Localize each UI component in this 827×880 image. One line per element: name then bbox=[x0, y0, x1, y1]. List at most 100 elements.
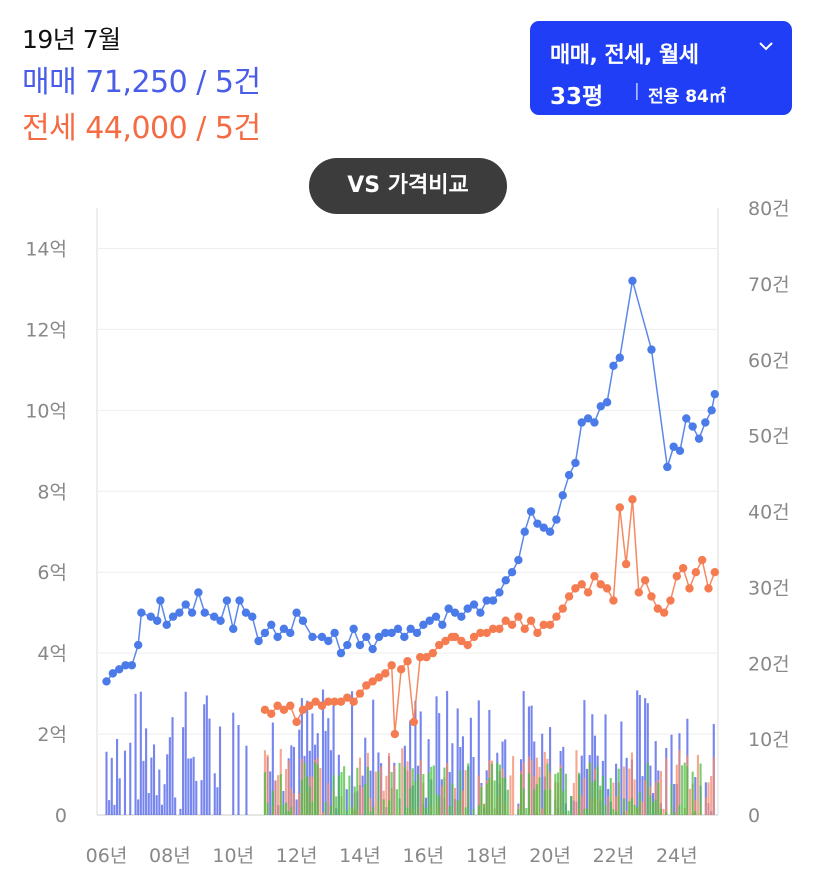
price-point bbox=[260, 628, 270, 638]
volume-bar bbox=[575, 750, 578, 815]
volume-bar bbox=[145, 728, 148, 815]
volume-bar bbox=[549, 727, 552, 815]
price-point bbox=[374, 673, 384, 682]
volume-bar bbox=[298, 793, 301, 815]
price-point bbox=[691, 568, 701, 577]
volume-bar bbox=[530, 705, 533, 815]
price-point bbox=[710, 389, 720, 399]
price-point bbox=[381, 628, 390, 638]
volume-bar bbox=[266, 802, 269, 815]
volume-bar bbox=[295, 799, 298, 815]
volume-bar bbox=[673, 783, 676, 815]
volume-bar bbox=[348, 775, 351, 815]
volume-bar bbox=[282, 804, 285, 815]
volume-bar bbox=[596, 765, 599, 815]
volume-bar bbox=[438, 795, 441, 815]
volume-bar bbox=[377, 771, 380, 815]
price-point bbox=[701, 418, 710, 427]
price-point bbox=[317, 701, 327, 710]
price-point bbox=[545, 527, 555, 536]
volume-bar bbox=[681, 765, 684, 815]
y-tick-label: 6억 bbox=[37, 562, 67, 584]
price-point bbox=[602, 398, 612, 407]
price-point bbox=[292, 717, 301, 727]
price-point bbox=[463, 604, 472, 613]
volume-bar bbox=[311, 713, 314, 815]
price-point bbox=[434, 640, 444, 650]
volume-bar bbox=[105, 751, 108, 815]
volume-bar bbox=[290, 788, 293, 815]
price-chart: 0 2억 4억 6억 8억 10억 12억 14억 0 10건 20건 30건 40건 50건 60건 70건… bbox=[25, 198, 790, 867]
volume-bar bbox=[279, 774, 282, 815]
volume-bar bbox=[578, 772, 581, 815]
volume-bar bbox=[417, 773, 420, 815]
volume-bar bbox=[477, 775, 480, 815]
volume-bar bbox=[694, 777, 697, 815]
volume-bar bbox=[585, 808, 589, 815]
price-point bbox=[571, 458, 580, 468]
price-point bbox=[286, 628, 295, 638]
volume-bar bbox=[670, 734, 673, 815]
volume-bar bbox=[448, 806, 451, 815]
price-point bbox=[583, 414, 593, 423]
volume-bar bbox=[427, 772, 430, 815]
volume-bar bbox=[366, 766, 369, 815]
volume-bar bbox=[266, 754, 269, 815]
volume-bar bbox=[411, 768, 414, 815]
price-point bbox=[311, 697, 320, 706]
volume-bar bbox=[216, 787, 219, 815]
volume-bar bbox=[187, 758, 190, 815]
volume-bar bbox=[218, 726, 222, 815]
price-point bbox=[571, 584, 580, 593]
volume-bar bbox=[271, 722, 274, 815]
price-point bbox=[121, 661, 130, 670]
volume-bar bbox=[638, 792, 641, 815]
volume-bar bbox=[430, 766, 433, 815]
volume-bar bbox=[446, 690, 449, 815]
volume-bar bbox=[615, 811, 618, 815]
volume-bar bbox=[604, 714, 607, 815]
compare-price-button[interactable]: VS 가격비교 bbox=[309, 158, 507, 214]
price-point bbox=[707, 406, 716, 415]
price-point bbox=[609, 361, 618, 371]
volume-bar bbox=[116, 738, 119, 815]
volume-bar bbox=[300, 698, 303, 815]
volume-bar bbox=[369, 770, 372, 815]
price-point bbox=[659, 608, 669, 617]
price-point bbox=[194, 588, 203, 597]
volume-bar bbox=[284, 768, 288, 815]
price-point bbox=[248, 612, 257, 621]
price-point bbox=[279, 705, 289, 714]
volume-bar bbox=[387, 800, 391, 815]
volume-bar bbox=[319, 768, 322, 815]
price-point bbox=[666, 596, 675, 605]
price-point bbox=[552, 515, 561, 524]
y2-tick-label: 40건 bbox=[748, 502, 790, 524]
volume-bar bbox=[646, 703, 649, 815]
price-point bbox=[273, 701, 282, 710]
price-point bbox=[495, 588, 504, 597]
volume-bar bbox=[123, 750, 127, 815]
volume-bar bbox=[580, 795, 583, 815]
volume-bar bbox=[129, 742, 132, 815]
volume-bar bbox=[205, 695, 208, 815]
price-point bbox=[146, 612, 156, 621]
volume-bar bbox=[350, 691, 354, 815]
volume-bar bbox=[306, 700, 309, 815]
volume-bar bbox=[525, 807, 528, 815]
price-point bbox=[663, 462, 672, 472]
price-point bbox=[495, 624, 504, 634]
volume-bar bbox=[488, 777, 491, 815]
volume-bar bbox=[160, 804, 164, 815]
price-point bbox=[590, 572, 599, 581]
trade-filter-button[interactable]: 매매, 전세, 월세 33평 | 전용 84㎡ bbox=[530, 21, 792, 115]
volume-bar bbox=[615, 796, 618, 815]
trade-types-label: 매매, 전세, 월세 bbox=[550, 43, 699, 68]
volume-bar bbox=[501, 777, 504, 815]
price-point bbox=[482, 628, 491, 638]
price-point bbox=[450, 608, 460, 617]
x-tick-label: 14년 bbox=[339, 845, 381, 867]
volume-bar bbox=[704, 797, 707, 815]
volume-bar bbox=[182, 727, 185, 815]
price-point bbox=[162, 620, 171, 630]
